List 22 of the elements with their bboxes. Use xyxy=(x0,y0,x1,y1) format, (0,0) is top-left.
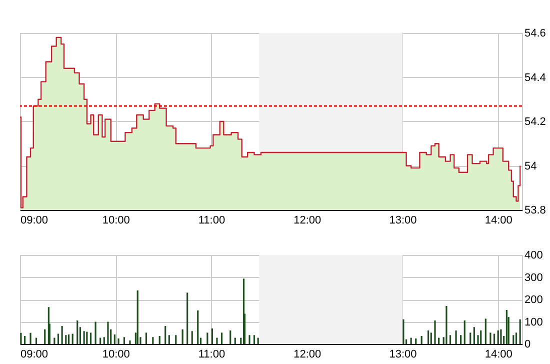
y-tick-label: 54.4 xyxy=(524,72,546,84)
x-tick-label: 11:00 xyxy=(198,348,226,360)
x-tick-label: 09:00 xyxy=(20,348,48,360)
x-tick-label: 12:00 xyxy=(294,214,322,226)
y-tick-label: 54.6 xyxy=(524,28,546,40)
x-tick-label: 11:00 xyxy=(198,214,226,226)
x-tick-label: 13:00 xyxy=(389,214,417,226)
y-tick-label: 100 xyxy=(524,316,543,328)
x-tick-label: 10:00 xyxy=(102,348,130,360)
x-tick-label: 12:00 xyxy=(294,348,322,360)
x-tick-label: 10:00 xyxy=(102,214,130,226)
x-tick-label: 14:00 xyxy=(484,348,512,360)
y-tick-label: 54.2 xyxy=(524,116,546,128)
y-tick-label: 53.8 xyxy=(524,204,546,216)
y-tick-label: 0 xyxy=(524,338,531,350)
y-tick-label: 300 xyxy=(524,272,543,284)
y-tick-label: 200 xyxy=(524,294,543,306)
y-tick-label: 54 xyxy=(524,160,537,172)
y-tick-label: 400 xyxy=(524,250,543,262)
x-tick-label: 09:00 xyxy=(20,214,48,226)
x-tick-label: 13:00 xyxy=(389,348,417,360)
x-tick-label: 14:00 xyxy=(484,214,512,226)
